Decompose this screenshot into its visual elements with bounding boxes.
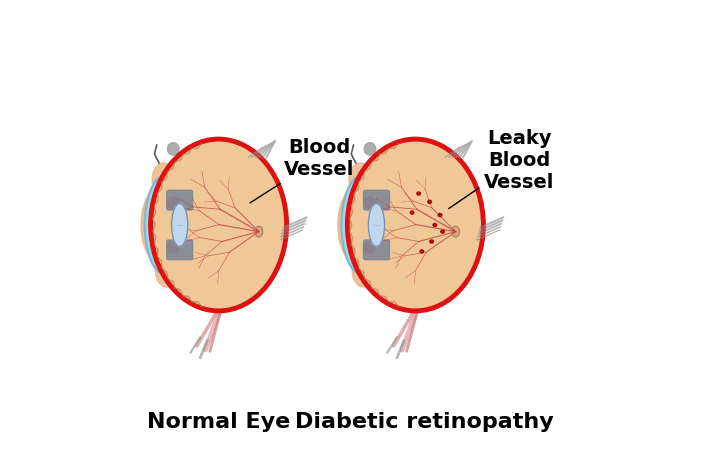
Ellipse shape xyxy=(342,176,383,274)
Text: Blood
Vessel: Blood Vessel xyxy=(250,138,354,203)
Ellipse shape xyxy=(255,226,263,237)
Ellipse shape xyxy=(420,250,424,253)
Ellipse shape xyxy=(155,254,178,287)
Ellipse shape xyxy=(438,213,442,216)
Ellipse shape xyxy=(425,232,429,234)
Ellipse shape xyxy=(364,197,376,208)
Ellipse shape xyxy=(441,230,444,233)
Ellipse shape xyxy=(433,224,437,226)
Ellipse shape xyxy=(368,203,385,247)
Ellipse shape xyxy=(428,200,432,203)
FancyBboxPatch shape xyxy=(167,240,192,260)
Ellipse shape xyxy=(351,143,479,307)
Ellipse shape xyxy=(351,142,480,308)
Ellipse shape xyxy=(149,137,288,313)
Text: Normal Eye: Normal Eye xyxy=(147,412,290,432)
Ellipse shape xyxy=(430,240,433,243)
Ellipse shape xyxy=(364,242,376,253)
Text: Diabetic retinopathy: Diabetic retinopathy xyxy=(295,412,554,432)
Text: Leaky
Blood
Vessel: Leaky Blood Vessel xyxy=(449,129,555,208)
Ellipse shape xyxy=(417,192,420,195)
FancyBboxPatch shape xyxy=(364,190,390,210)
FancyBboxPatch shape xyxy=(364,240,390,260)
Ellipse shape xyxy=(154,142,283,308)
Ellipse shape xyxy=(141,188,177,262)
Ellipse shape xyxy=(168,143,179,155)
Ellipse shape xyxy=(168,197,179,208)
Ellipse shape xyxy=(410,211,414,214)
Ellipse shape xyxy=(338,188,373,262)
Ellipse shape xyxy=(364,143,376,155)
Ellipse shape xyxy=(346,137,485,313)
Ellipse shape xyxy=(145,176,186,274)
Ellipse shape xyxy=(452,226,459,237)
Ellipse shape xyxy=(349,163,371,196)
FancyBboxPatch shape xyxy=(167,190,192,210)
Ellipse shape xyxy=(168,242,179,253)
Ellipse shape xyxy=(172,203,187,247)
Ellipse shape xyxy=(154,143,283,307)
Ellipse shape xyxy=(152,163,175,196)
Ellipse shape xyxy=(352,254,375,287)
